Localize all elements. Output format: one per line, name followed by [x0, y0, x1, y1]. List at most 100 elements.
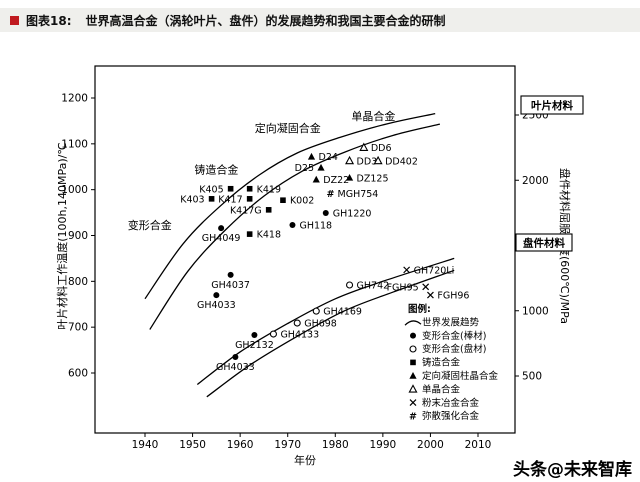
legend-item-label: 定向凝固柱晶合金 — [422, 370, 499, 382]
x-tick-label: 2000 — [417, 439, 444, 451]
red-square-icon — [10, 15, 19, 25]
filled-circle-marker — [232, 353, 239, 360]
legend-item-label: 弥散强化合金 — [422, 410, 480, 422]
world-trend-curve — [144, 112, 436, 300]
legend-item-label: 世界发展趋势 — [422, 316, 480, 328]
y-right-tick-label: 1000 — [522, 305, 549, 317]
y-left-tick-label: 600 — [68, 368, 88, 380]
x-tick-label: 1950 — [179, 439, 206, 451]
x-tick-label: 1960 — [227, 439, 254, 451]
point-label: D24 — [319, 152, 338, 163]
open-triangle-marker — [345, 155, 355, 165]
filled-square-marker — [227, 185, 234, 192]
x-marker — [403, 266, 411, 274]
open-triangle-marker — [408, 384, 418, 393]
open-circle-marker — [409, 345, 417, 353]
point-label: GH4033 — [216, 362, 255, 373]
figure-number: 图表18: — [26, 13, 72, 28]
point-label: DD402 — [385, 156, 418, 167]
point-label: DD6 — [371, 143, 392, 154]
y-left-tick-label: 800 — [68, 276, 88, 288]
y-left-tick-label: 1000 — [61, 184, 88, 196]
hash-marker: # — [409, 412, 417, 423]
x-tick-label: 1970 — [274, 439, 301, 451]
point-label: GH2132 — [235, 340, 274, 351]
alloy-family-label: 单晶合金 — [351, 109, 395, 123]
alloy-family-label: 定向凝固合金 — [255, 121, 321, 135]
material-class-label: 盘件材料 — [523, 237, 565, 250]
filled-square-marker — [246, 231, 253, 237]
point-label: K002 — [290, 196, 314, 207]
filled-triangle-marker — [317, 163, 325, 171]
figure-header: 图表18: 世界高温合金（涡轮叶片、盘件）的发展趋势和我国主要合金的研制 — [0, 8, 640, 32]
open-circle-marker — [293, 319, 301, 327]
filled-circle-marker — [218, 225, 225, 232]
y-right-tick-label: 500 — [522, 371, 542, 383]
filled-triangle-marker — [307, 152, 316, 160]
x-marker — [427, 291, 434, 299]
point-label: GH1220 — [333, 209, 372, 220]
y-left-tick-label: 700 — [68, 322, 88, 334]
point-label: DZ22 — [323, 175, 349, 186]
x-tick-label: 1940 — [132, 439, 159, 451]
point-label: GH720Li — [414, 265, 455, 276]
point-label: FGH95 — [387, 282, 419, 293]
filled-triangle-marker — [312, 175, 320, 183]
point-label: GH742 — [357, 281, 390, 292]
y-left-tick-label: 1200 — [61, 93, 88, 105]
filled-circle-marker — [410, 332, 416, 339]
filled-circle-marker — [322, 210, 329, 217]
filled-square-marker — [410, 359, 416, 366]
alloy-family-label: 铸造合金 — [194, 163, 238, 177]
material-class-box — [520, 95, 584, 115]
point-label: GH4033 — [197, 300, 236, 311]
left-axis-title: 叶片材料工作温度(100h,140MPa)/℃ — [55, 142, 69, 329]
legend-title: 图例: — [408, 303, 431, 315]
open-triangle-marker — [359, 142, 369, 151]
point-label: GH4049 — [202, 233, 241, 244]
filled-triangle-marker — [345, 173, 354, 181]
x-tick-label: 1990 — [369, 439, 396, 451]
point-label: K405 — [199, 184, 223, 195]
x-axis-title: 年份 — [294, 453, 316, 467]
y-right-tick-label: 2000 — [522, 175, 549, 187]
world-trend-curve — [149, 123, 441, 330]
filled-square-marker — [280, 197, 286, 204]
legend-item-label: 粉末冶金合金 — [422, 397, 480, 409]
filled-square-marker — [246, 196, 253, 202]
x-tick-label: 2010 — [465, 439, 492, 451]
y-left-tick-label: 900 — [68, 230, 88, 242]
point-label: GH4169 — [323, 307, 362, 318]
point-label: MGH754 — [338, 189, 379, 200]
filled-circle-marker — [213, 292, 220, 299]
legend-item-label: 变形合金(盘材) — [422, 343, 486, 355]
watermark: 头条@未来智库 — [513, 460, 632, 480]
point-label: FGH96 — [437, 291, 469, 302]
x-marker — [422, 283, 430, 291]
legend-item-label: 单晶合金 — [422, 383, 461, 395]
point-label: K417G — [230, 205, 262, 216]
x-tick-label: 1980 — [322, 439, 349, 451]
material-class-box — [515, 233, 573, 252]
point-label: GH4133 — [280, 330, 319, 341]
filled-square-marker — [208, 196, 215, 202]
world-trend-curve — [206, 269, 455, 398]
hash-marker: # — [327, 189, 335, 200]
filled-square-marker — [265, 207, 272, 213]
point-label: K417 — [218, 194, 242, 205]
point-label: GH118 — [299, 220, 332, 231]
point-label: GH4037 — [211, 280, 250, 291]
legend-item-label: 铸造合金 — [422, 357, 461, 369]
plot-frame — [94, 65, 516, 434]
point-label: GH698 — [304, 319, 337, 330]
y-left-tick-label: 1100 — [61, 138, 88, 150]
filled-circle-marker — [289, 221, 296, 228]
legend-item-label: 变形合金(棒材) — [422, 330, 486, 342]
trend-curve-glyph — [404, 320, 422, 326]
point-label: DZ125 — [357, 173, 389, 184]
filled-circle-marker — [227, 271, 234, 278]
open-triangle-marker — [373, 155, 383, 165]
filled-circle-marker — [251, 331, 258, 338]
point-label: K403 — [180, 194, 204, 205]
